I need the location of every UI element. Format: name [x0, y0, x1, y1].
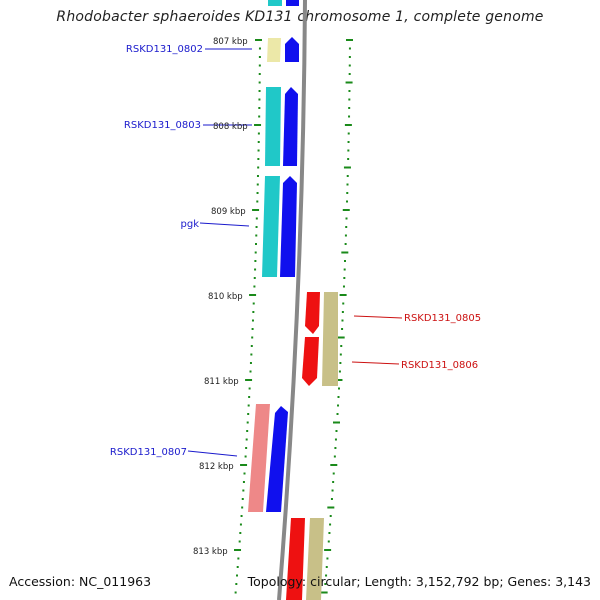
gene-labels: RSKD131_0802 RSKD131_0803 pgk RSKD131_08… — [110, 44, 481, 458]
gene-feature-0806[interactable] — [302, 337, 319, 386]
scale-label-811: 811 kbp — [204, 377, 239, 387]
gene-label-0802[interactable]: RSKD131_0802 — [126, 44, 203, 55]
gene-label-0805[interactable]: RSKD131_0805 — [404, 313, 481, 324]
gene-label-0803[interactable]: RSKD131_0803 — [124, 120, 201, 131]
scale-labels: 807 kbp 808 kbp 809 kbp 810 kbp 811 kbp … — [193, 37, 248, 557]
callout-line-pgk — [199, 222, 250, 227]
accession-text: Accession: NC_011963 — [9, 574, 152, 589]
scale-label-810: 810 kbp — [208, 292, 243, 302]
callout-line-0807 — [187, 450, 238, 457]
cds-feature-0803[interactable] — [265, 87, 281, 166]
cds-feature-0805[interactable] — [322, 292, 338, 386]
cds-feature-partial — [268, 0, 282, 6]
scale-label-807: 807 kbp — [213, 37, 248, 47]
scale-label-812: 812 kbp — [199, 462, 234, 472]
gene-feature-pgk[interactable] — [280, 176, 297, 277]
gene-feature-partial — [286, 0, 299, 6]
gene-label-0807[interactable]: RSKD131_0807 — [110, 447, 187, 458]
topology-text: Topology: circular; Length: 3,152,792 bp… — [247, 574, 591, 589]
callout-lines — [187, 48, 403, 457]
callout-line-0805 — [353, 315, 403, 319]
gene-feature-0803[interactable] — [283, 87, 298, 166]
gene-feature-0802[interactable] — [285, 37, 299, 62]
cds-feature-0807[interactable] — [248, 404, 270, 512]
gene-feature-0807[interactable] — [266, 406, 288, 512]
gene-label-0806[interactable]: RSKD131_0806 — [401, 360, 478, 371]
ruler-ticks-right — [320, 39, 353, 594]
gene-feature-0805[interactable] — [305, 292, 320, 334]
scale-label-809: 809 kbp — [211, 207, 246, 217]
scale-label-808: 808 kbp — [213, 122, 248, 132]
cds-feature-partial-bottom — [306, 518, 324, 600]
cds-feature-pgk[interactable] — [262, 176, 280, 277]
callout-line-0806 — [351, 361, 400, 365]
scale-label-813: 813 kbp — [193, 547, 228, 557]
gene-feature-partial-bottom — [286, 518, 305, 600]
gene-features — [248, 0, 338, 600]
cds-feature-0802[interactable] — [267, 38, 281, 62]
map-title: Rhodobacter sphaeroides KD131 chromosome… — [56, 9, 544, 25]
ruler-ticks-left — [234, 39, 262, 594]
gene-label-pgk[interactable]: pgk — [181, 219, 200, 230]
chromosome-backbone — [277, 0, 307, 600]
